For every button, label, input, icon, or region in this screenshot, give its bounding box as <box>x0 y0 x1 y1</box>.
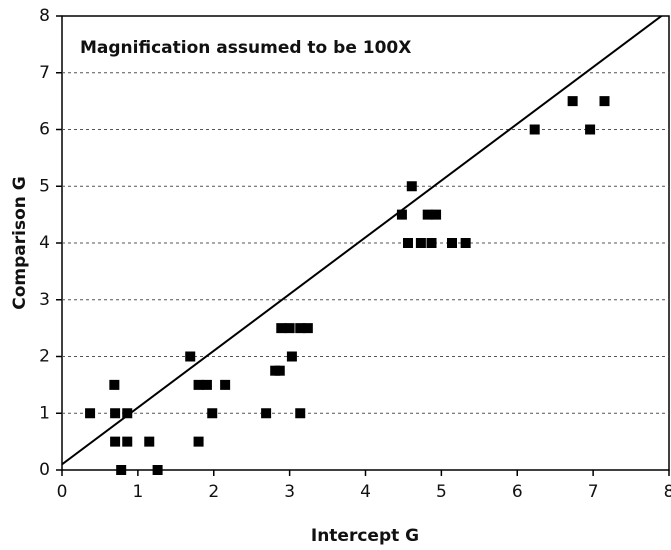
y-axis-label: Comparison G <box>10 176 30 310</box>
point <box>144 436 155 447</box>
point <box>122 436 133 447</box>
x-tick-label: 5 <box>436 482 447 502</box>
point <box>599 96 610 107</box>
point <box>116 465 127 475</box>
point <box>201 379 212 390</box>
point <box>302 323 313 334</box>
point <box>85 408 96 419</box>
y-tick-label: 3 <box>39 290 50 310</box>
point <box>295 408 306 419</box>
x-tick-label: 1 <box>132 482 143 502</box>
point <box>274 365 285 376</box>
point <box>396 209 407 220</box>
x-tick-label: 4 <box>360 482 371 502</box>
point <box>585 124 596 135</box>
x-axis-label: Intercept G <box>311 526 419 546</box>
y-tick-label: 2 <box>39 347 50 367</box>
point <box>286 351 297 362</box>
point <box>110 436 121 447</box>
point <box>110 408 121 419</box>
point <box>446 238 457 248</box>
point <box>529 124 540 135</box>
point <box>261 408 272 419</box>
point <box>109 379 120 390</box>
point <box>122 408 133 419</box>
point <box>406 181 417 192</box>
x-tick-label: 6 <box>512 482 523 502</box>
point <box>276 323 287 334</box>
y-tick-label: 7 <box>39 63 50 83</box>
point <box>284 323 295 334</box>
point <box>152 465 163 475</box>
point <box>567 96 578 107</box>
point <box>193 379 204 390</box>
reference-line <box>62 16 664 466</box>
x-tick-label: 0 <box>57 482 68 502</box>
point <box>295 323 306 334</box>
x-tick-label: 8 <box>664 482 671 502</box>
point <box>402 238 413 248</box>
point <box>185 351 196 362</box>
y-tick-label: 5 <box>39 176 50 196</box>
point <box>431 209 442 220</box>
y-tick-label: 0 <box>39 460 50 480</box>
point <box>207 408 218 419</box>
y-tick-label: 8 <box>39 6 50 26</box>
point <box>426 238 437 248</box>
point <box>422 209 433 220</box>
point <box>460 238 471 248</box>
y-tick-label: 6 <box>39 120 50 140</box>
annotation: Magnification assumed to be 100X <box>80 38 411 58</box>
point <box>415 238 426 248</box>
x-tick-label: 7 <box>588 482 599 502</box>
point <box>220 379 231 390</box>
x-tick-label: 2 <box>208 482 219 502</box>
y-tick-label: 4 <box>39 233 50 253</box>
point <box>193 436 204 447</box>
y-tick-label: 1 <box>39 403 50 423</box>
x-tick-label: 3 <box>284 482 295 502</box>
